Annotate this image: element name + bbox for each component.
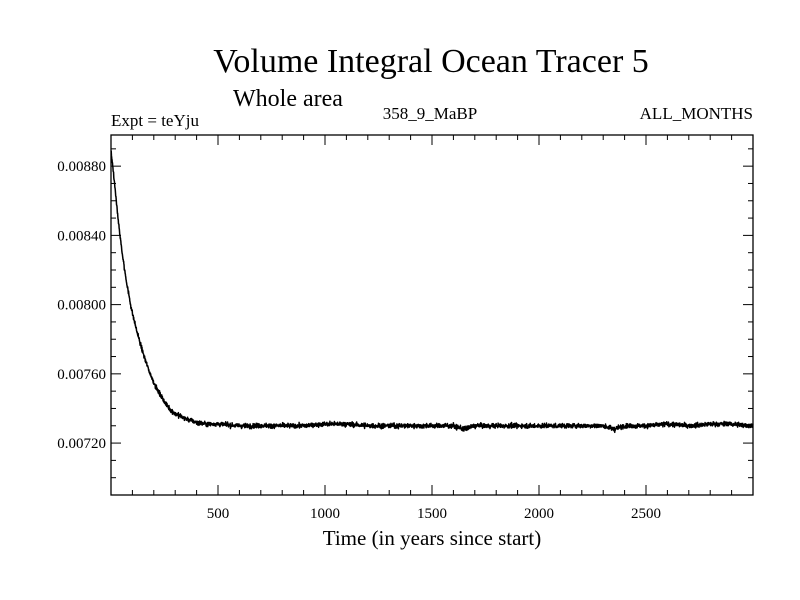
plot-frame [110, 134, 754, 496]
chart-subtitle: Whole area [233, 86, 343, 112]
x-tick-label: 1500 [417, 506, 447, 522]
x-tick-label: 2000 [524, 506, 554, 522]
y-tick-label: 0.00800 [57, 298, 106, 314]
experiment-label: Expt = teYju [111, 111, 199, 130]
tick-labels: 500 1000 1500 2000 2500 0.00720 0.00760 0.00800… [57, 159, 661, 522]
x-tick-label: 2500 [631, 506, 661, 522]
x-tick-label: 1000 [310, 506, 340, 522]
tracer-series-line [110, 150, 754, 434]
series-layer [110, 150, 754, 434]
y-tick-label: 0.00840 [57, 228, 106, 244]
axis-ticks [111, 135, 753, 496]
period-label: 358_9_MaBP [383, 104, 477, 123]
months-label: ALL_MONTHS [640, 104, 753, 123]
y-tick-label: 0.00760 [57, 367, 106, 383]
y-tick-label: 0.00720 [57, 436, 106, 452]
y-tick-label: 0.00880 [57, 159, 106, 175]
x-axis-label: Time (in years since start) [323, 526, 542, 550]
x-tick-label: 500 [207, 506, 230, 522]
chart-title: Volume Integral Ocean Tracer 5 [213, 43, 649, 80]
